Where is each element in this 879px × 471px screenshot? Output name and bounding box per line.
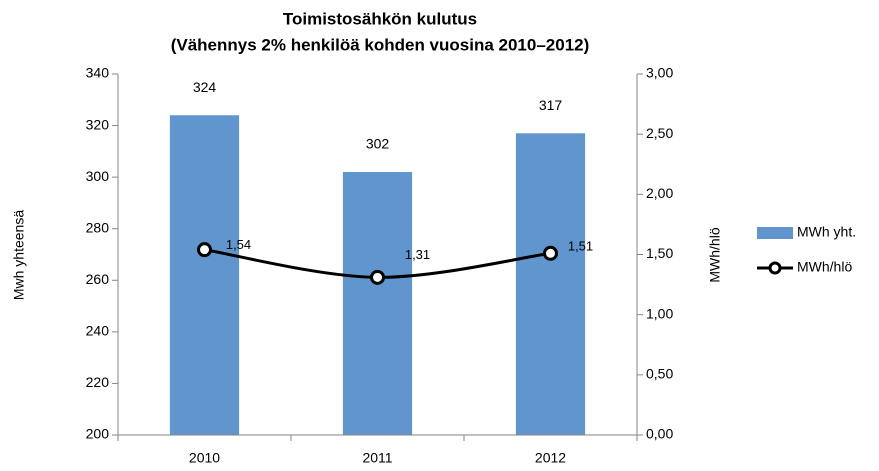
legend-label: MWh/hlö — [797, 259, 852, 275]
y2-tick-label: 1,50 — [646, 245, 673, 261]
line-value-label: 1,54 — [226, 237, 251, 252]
line-value-label: 1,31 — [405, 247, 430, 262]
y2-tick-label: 3,00 — [646, 65, 673, 81]
line-marker — [197, 242, 212, 258]
bar — [515, 133, 586, 436]
y-tick-label: 200 — [86, 426, 110, 442]
line-marker — [370, 269, 385, 285]
legend-swatch-marker — [768, 261, 782, 275]
y-tick-label: 220 — [86, 374, 110, 390]
y-tick-label: 320 — [86, 116, 110, 132]
bar-value-label: 317 — [539, 97, 563, 113]
bar-value-label: 302 — [366, 136, 390, 152]
legend-swatch — [757, 227, 793, 239]
bar — [169, 115, 240, 435]
legend-label: MWh yht. — [797, 224, 856, 240]
y-tick-label: 300 — [86, 168, 110, 184]
chart-subtitle: (Vähennys 2% henkilöä kohden vuosina 201… — [171, 35, 590, 54]
y2-tick-label: 2,00 — [646, 185, 673, 201]
y-axis-label: Mwh yhteensä — [11, 210, 27, 300]
y2-tick-label: 0,00 — [646, 426, 673, 442]
chart-title: Toimistosähkön kulutus — [283, 9, 477, 28]
x-tick-label: 2012 — [535, 450, 566, 466]
line-value-label: 1,51 — [568, 239, 593, 254]
y-tick-label: 240 — [86, 323, 110, 339]
bar — [342, 171, 413, 435]
y2-tick-label: 2,50 — [646, 125, 673, 141]
y-tick-label: 260 — [86, 271, 110, 287]
y2-tick-label: 1,00 — [646, 305, 673, 321]
bar-value-label: 324 — [193, 79, 217, 95]
y2-tick-label: 0,50 — [646, 366, 673, 382]
line-marker — [543, 245, 558, 261]
y2-axis-label: MWh/hlö — [707, 227, 723, 282]
y-tick-label: 280 — [86, 219, 110, 235]
x-tick-label: 2011 — [362, 450, 392, 466]
x-tick-label: 2010 — [189, 450, 220, 466]
y-tick-label: 340 — [86, 65, 110, 81]
